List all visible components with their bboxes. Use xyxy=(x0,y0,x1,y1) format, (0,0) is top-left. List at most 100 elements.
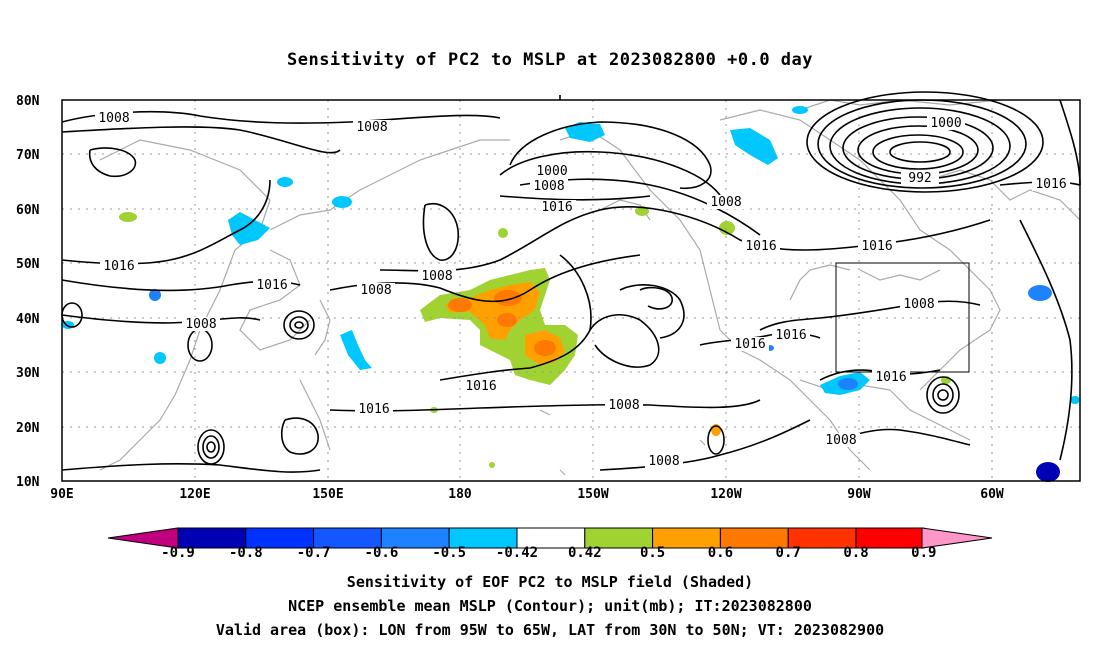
contour-label-bg xyxy=(858,239,896,253)
lat-label: 40N xyxy=(16,312,40,327)
positive-small-3 xyxy=(498,228,508,238)
negative-region-11 xyxy=(1036,462,1060,482)
contour-label: 1016 xyxy=(861,239,892,254)
colorbar-label: -0.5 xyxy=(432,545,466,561)
contour-label: 1016 xyxy=(875,370,906,385)
contour-label-bg xyxy=(530,179,568,193)
lon-label: 120W xyxy=(710,487,741,502)
contour-label: 1000 xyxy=(536,164,567,179)
positive-small-8 xyxy=(489,462,495,468)
gridlines xyxy=(62,100,1080,481)
contour-label: 1008 xyxy=(360,283,391,298)
positive-small-4 xyxy=(119,212,137,222)
contour-label-bg xyxy=(900,297,938,311)
colorbar-label: 0.42 xyxy=(568,545,602,561)
contour-label-bg xyxy=(822,433,860,447)
contour-label: 1008 xyxy=(533,179,564,194)
contour-label-bg xyxy=(731,337,769,351)
contour-label: 1008 xyxy=(421,269,452,284)
positive-small-2 xyxy=(719,221,735,235)
colorbar-label: -0.7 xyxy=(297,545,331,561)
positive-core-4 xyxy=(534,340,556,356)
lat-label: 70N xyxy=(16,148,40,163)
contour-label-bg xyxy=(462,379,500,393)
contour-label-bg xyxy=(418,269,456,283)
contour-label: 1016 xyxy=(541,200,572,215)
contour-label: 1008 xyxy=(98,111,129,126)
contour-label-bg xyxy=(872,370,910,384)
colorbar-label: -0.42 xyxy=(496,545,538,561)
lat-label: 80N xyxy=(16,94,40,109)
lat-label: 60N xyxy=(16,203,40,218)
colorbar-cells xyxy=(177,527,925,549)
positive-core-2 xyxy=(494,290,522,306)
colorbar-label: 0.8 xyxy=(843,545,868,561)
contour-label: 1008 xyxy=(903,297,934,312)
negative-region-6 xyxy=(277,177,293,187)
contour-label: 1008 xyxy=(710,195,741,210)
plot-frame xyxy=(61,99,1081,482)
contour-label: 1016 xyxy=(775,328,806,343)
lat-axis: 80N 70N 60N 50N 40N 30N 20N 10N xyxy=(16,94,40,490)
contour-label-bg xyxy=(355,402,393,416)
negative-region-1 xyxy=(565,122,605,142)
lat-label: 20N xyxy=(16,421,40,436)
footer-line-1: Sensitivity of EOF PC2 to MSLP field (Sh… xyxy=(346,573,754,591)
negative-region-12 xyxy=(838,378,858,390)
negative-region-13 xyxy=(792,106,808,114)
coastlines xyxy=(99,99,1081,476)
contour-label-bg xyxy=(182,317,220,331)
lon-label: 120E xyxy=(179,487,210,502)
contour-label-bg xyxy=(357,283,395,297)
negative-region-7 xyxy=(332,196,352,208)
contour-label: 1008 xyxy=(608,398,639,413)
contour-label-bg xyxy=(645,454,683,468)
contour-label: 1016 xyxy=(745,239,776,254)
contour-label-bg xyxy=(927,116,965,130)
lon-label: 150E xyxy=(312,487,343,502)
contour-label: 992 xyxy=(908,171,931,186)
tropical-lows xyxy=(61,302,960,465)
contour-label-bg xyxy=(353,120,391,134)
contour-label: 1008 xyxy=(185,317,216,332)
negative-region-3 xyxy=(228,212,270,245)
colorbar-label: -0.9 xyxy=(161,545,195,561)
contour-label-bg xyxy=(538,200,576,214)
colorbar-label: 0.7 xyxy=(776,545,801,561)
contour-label-bg xyxy=(533,164,571,178)
contour-label: 1016 xyxy=(1035,177,1066,192)
contour-label-bg xyxy=(95,111,133,125)
colorbar-label: -0.6 xyxy=(365,545,399,561)
colorbar-label: -0.8 xyxy=(229,545,263,561)
colorbar-right-arrow xyxy=(921,527,993,549)
contour-label: 1008 xyxy=(825,433,856,448)
lat-label: 30N xyxy=(16,366,40,381)
negative-region-10 xyxy=(1028,285,1052,301)
contour-label-bg xyxy=(901,171,939,185)
contour-label: 1016 xyxy=(465,379,496,394)
contour-label: 1016 xyxy=(103,259,134,274)
lon-label: 180 xyxy=(448,487,472,502)
lon-label: 60W xyxy=(980,487,1004,502)
footer-line-3: Valid area (box): LON from 95W to 65W, L… xyxy=(215,621,885,639)
contour-label-bg xyxy=(1032,177,1070,191)
colorbar-label: 0.6 xyxy=(708,545,733,561)
negative-region-4 xyxy=(340,330,372,370)
contour-label-bg xyxy=(707,195,745,209)
colorbar: -0.9 -0.8 -0.7 -0.6 -0.5 -0.42 0.42 0.5 0.6 0.7 0.… xyxy=(107,527,993,561)
contour-label-bg xyxy=(253,278,291,292)
map-title: Sensitivity of PC2 to MSLP at 2023082800… xyxy=(286,50,813,70)
positive-core-1 xyxy=(448,298,472,312)
contour-label: 1016 xyxy=(734,337,765,352)
contour-label: 1008 xyxy=(356,120,387,135)
contour-label-bg xyxy=(100,259,138,273)
negative-region-8 xyxy=(149,289,161,301)
lon-label: 90W xyxy=(847,487,871,502)
lon-axis: 90E 120E 150E 180 150W 120W 90W 60W xyxy=(50,487,1004,502)
lat-label: 10N xyxy=(16,475,40,490)
footer-line-2: NCEP ensemble mean MSLP (Contour); unit(… xyxy=(288,597,812,615)
contour-label: 1016 xyxy=(358,402,389,417)
